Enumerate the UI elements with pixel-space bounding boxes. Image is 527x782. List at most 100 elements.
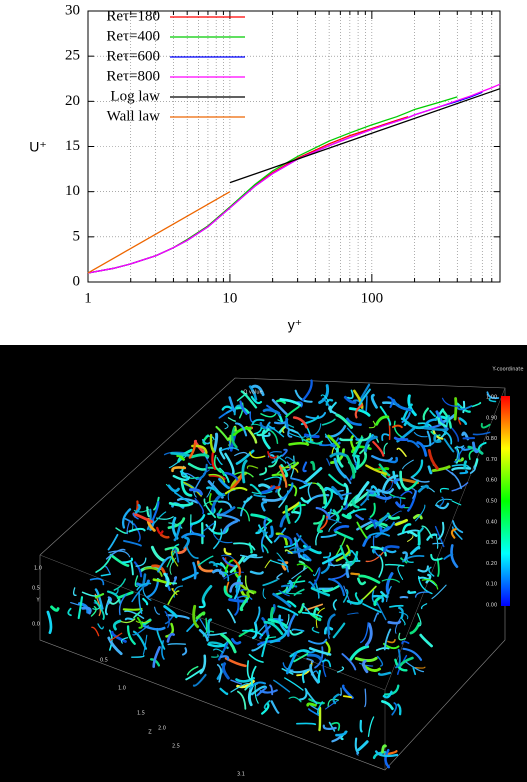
colorbar-label: 0.50 [486, 499, 497, 505]
vortex-tube [395, 648, 401, 669]
vortex-tube [113, 588, 119, 595]
vortex-tube [356, 740, 369, 752]
vortex-tube [223, 585, 233, 599]
vortex-tube [310, 460, 316, 471]
vortex-tube [306, 423, 322, 438]
y-tick-label: 30 [65, 2, 80, 18]
vortex-tube [211, 452, 217, 470]
vortex-tube [417, 613, 422, 627]
vortex-tube [326, 518, 342, 524]
vortex-tube [165, 622, 174, 638]
vortex-tube [269, 684, 274, 696]
vortex-tube [166, 632, 175, 643]
vortex-tube [364, 435, 378, 453]
vortex-tube [207, 466, 226, 477]
vortex-tube [344, 508, 367, 518]
vortex-tube [443, 553, 454, 560]
vortex-tube [91, 626, 100, 637]
vortex-tube [136, 579, 150, 587]
colorbar [501, 396, 510, 606]
y-tick-label: 5 [73, 228, 81, 244]
vortex-tube [370, 546, 387, 557]
vortex-tube [269, 606, 275, 626]
vortex-tube [405, 661, 425, 673]
vortex-tube [286, 651, 298, 675]
vortex-tube [106, 590, 121, 604]
vortex-tube [296, 563, 314, 572]
colorbar-label: 0.80 [486, 436, 497, 442]
vortex-tube [362, 603, 382, 613]
vortex-tube [359, 383, 371, 401]
vortex-tube [431, 584, 447, 600]
vortex-tube [93, 599, 105, 620]
vortex-tube [405, 421, 429, 430]
z-axis-title: Z [148, 730, 152, 736]
bounding-box [39, 377, 506, 771]
vortex-tube [261, 496, 284, 502]
vortex-tube [321, 552, 343, 565]
vortex-tube [400, 617, 406, 626]
vortex-tube [402, 459, 414, 470]
vortex-tube [375, 647, 390, 652]
vortex-tube [254, 684, 259, 704]
vortex-tube [463, 460, 468, 470]
series-line [87, 116, 409, 274]
vortex-tube [278, 534, 293, 546]
vortex-tube [425, 573, 432, 584]
colorbar-label: 1.00 [486, 395, 497, 401]
vortex-tube [410, 476, 430, 483]
vortex-tube [250, 513, 273, 523]
vortex-tube [388, 604, 404, 608]
vortex-tube [329, 452, 349, 458]
vortex-tube [383, 628, 392, 651]
vortex-tube [323, 552, 332, 559]
vortex-tube [251, 418, 265, 426]
vortex-tube [471, 401, 482, 408]
vortex-tube [433, 433, 442, 443]
vortex-tube [263, 517, 268, 530]
vortex-tube [379, 405, 392, 426]
vortex-tube [164, 546, 180, 553]
vortex-tube [180, 480, 193, 497]
vortex-tube [323, 626, 334, 635]
vortex-tube [381, 578, 400, 583]
vortex-tube [260, 412, 277, 418]
vortex-tube [467, 445, 484, 455]
vortex-tube [267, 424, 285, 438]
legend-label: Reτ=400 [106, 28, 160, 44]
vortex-tube [181, 532, 205, 539]
vortex-tube [113, 578, 126, 591]
vortex-tube [331, 735, 342, 743]
vortex-tube [355, 514, 364, 521]
vortex-tube [392, 398, 413, 412]
vortex-tube [182, 647, 188, 656]
vortex-tube [368, 420, 376, 429]
vortex-tube [488, 397, 497, 403]
vortex-tube [186, 665, 199, 676]
vortex-tube [301, 438, 324, 445]
vortex-tube [238, 595, 253, 600]
vortex-tube [189, 514, 206, 526]
colorbar-title: Y-coordinate [492, 367, 524, 373]
vortex-tube [203, 500, 222, 507]
vortex-tube [174, 491, 193, 506]
vortex-tube [345, 455, 356, 479]
vortex-tube [276, 461, 296, 475]
vortex-tube [377, 671, 392, 676]
vortex-tube [367, 492, 377, 497]
vortex-tube [477, 441, 487, 452]
vortex-tube [335, 535, 347, 557]
y-tick-label: 20 [65, 93, 80, 109]
vortex-tube [291, 510, 300, 515]
vortex-tube [218, 447, 226, 460]
vortex-tube [318, 706, 322, 732]
vortex-tube [233, 542, 256, 551]
x-tick-label: 10 [222, 290, 237, 306]
vortex-tube [220, 633, 237, 654]
vortex-tube [142, 597, 149, 606]
vortex-tube [420, 603, 428, 610]
vortex-tube [371, 589, 379, 606]
y-tick-label: 25 [65, 48, 80, 64]
vortex-tube [250, 685, 268, 696]
vortex-tube [438, 496, 445, 508]
